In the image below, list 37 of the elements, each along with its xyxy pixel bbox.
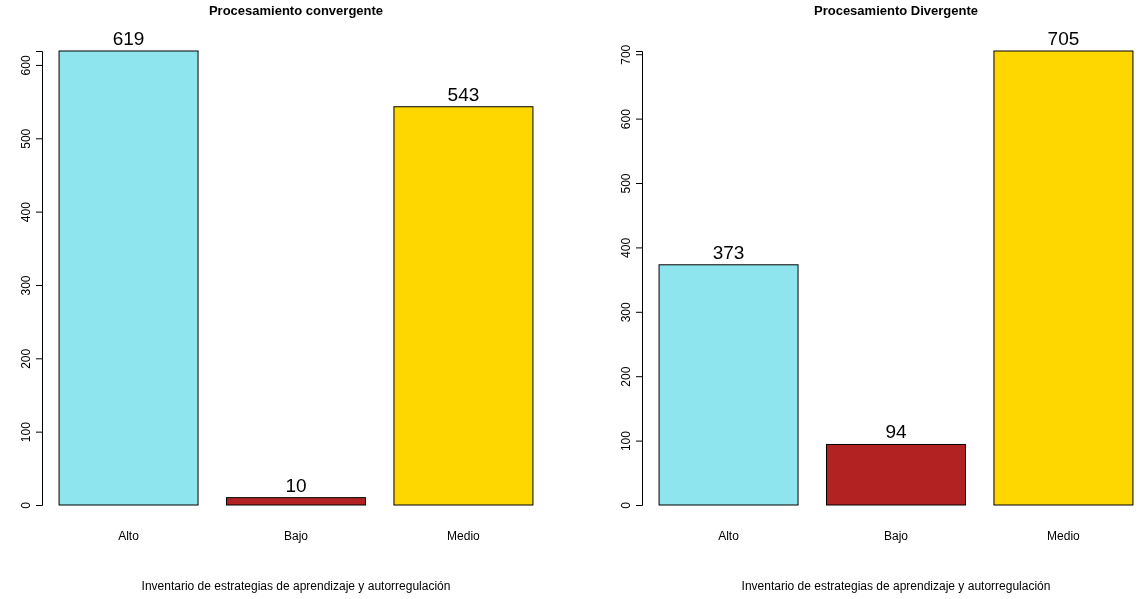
x-tick-label: Medio xyxy=(1047,529,1081,543)
x-axis-title: Inventario de estrategias de aprendizaje y autorregulación xyxy=(141,579,451,593)
data-label: 705 xyxy=(1047,28,1080,49)
data-label: 619 xyxy=(112,28,145,49)
data-label: 543 xyxy=(447,83,480,105)
y-tick-label: 700 xyxy=(619,44,634,65)
bar xyxy=(826,443,966,506)
chart-title: Procesamiento Divergente xyxy=(813,3,979,18)
y-tick-label: 600 xyxy=(619,108,634,130)
y-tick-label: 400 xyxy=(619,237,634,258)
data-label: 373 xyxy=(712,241,745,263)
bar xyxy=(993,50,1134,506)
x-tick-label: Bajo xyxy=(883,529,909,543)
x-tick-label: Alto xyxy=(118,529,140,543)
y-tick-label: 200 xyxy=(619,366,634,387)
data-label: 94 xyxy=(885,421,907,443)
y-tick-label: 400 xyxy=(19,201,34,223)
y-tick-label: 500 xyxy=(619,173,634,194)
y-tick-label: 600 xyxy=(19,55,34,76)
x-tick-label: Alto xyxy=(718,529,740,543)
bar xyxy=(393,106,534,506)
x-axis-title: Inventario de estrategias de aprendizaje y autorregulación xyxy=(741,579,1051,593)
y-tick-label: 200 xyxy=(19,348,34,369)
bar xyxy=(658,264,799,506)
bar xyxy=(58,50,199,506)
y-tick-label: 100 xyxy=(619,430,634,452)
y-tick-label: 100 xyxy=(19,421,34,443)
y-tick-label: 0 xyxy=(19,501,34,509)
y-tick-label: 0 xyxy=(619,501,634,509)
bar xyxy=(226,497,366,506)
chart-title: Procesamiento convergente xyxy=(208,3,384,18)
y-tick-label: 500 xyxy=(19,128,34,149)
x-tick-label: Medio xyxy=(447,529,481,543)
x-tick-label: Bajo xyxy=(283,529,309,543)
data-label: 10 xyxy=(285,474,307,496)
y-tick-label: 300 xyxy=(619,301,634,323)
y-tick-label: 300 xyxy=(19,275,34,296)
